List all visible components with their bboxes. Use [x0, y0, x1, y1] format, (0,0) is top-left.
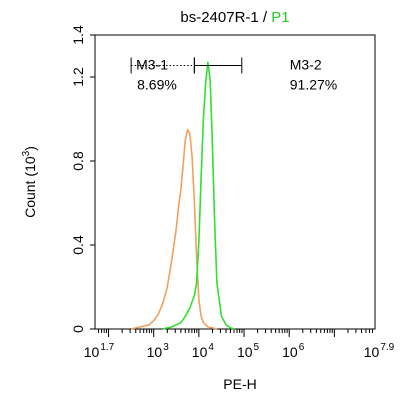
x-tick-base: 10	[364, 344, 380, 360]
x-axis-title: PE-H	[223, 376, 256, 392]
y-tick-label: 0	[70, 325, 86, 333]
x-tick-label: 103	[147, 342, 170, 360]
x-tick-label: 106	[282, 342, 305, 360]
y-ticks: 0 0.4 0.8 1.2 1.4	[70, 25, 95, 333]
series-group	[130, 61, 236, 330]
chart-title-separator: /	[259, 9, 272, 26]
histogram-series-1	[130, 128, 218, 330]
y-tick-label: 0.4	[70, 235, 86, 255]
x-tick-base: 10	[282, 344, 298, 360]
chart-title: bs-2407R-1 / P1	[180, 9, 289, 26]
x-tick-base: 10	[192, 344, 208, 360]
gate-percent-label: 91.27%	[290, 76, 337, 92]
x-tick-label: 104	[192, 342, 215, 360]
x-ticks: 101.7 103 104 105 106 107.9	[84, 329, 395, 360]
x-tick-label: 101.7	[84, 342, 115, 360]
y-axis-unit-suffix: )	[22, 146, 38, 151]
x-tick-base: 10	[147, 344, 163, 360]
x-tick-base: 10	[237, 344, 253, 360]
y-axis-unit-exp: 3	[21, 150, 32, 156]
x-tick-exponent: 5	[254, 342, 260, 353]
gate-percent-label: 8.69%	[137, 76, 177, 92]
x-tick-exponent: 4	[208, 342, 214, 353]
x-tick-label: 107.9	[364, 342, 395, 360]
y-tick-label: 0.8	[70, 151, 86, 171]
gates-group: M3-1 8.69% M3-2 91.27%	[130, 56, 337, 92]
y-axis-unit-prefix: (10	[22, 156, 38, 176]
x-tick-exponent: 1.7	[100, 342, 114, 353]
y-axis-title: Count (103)	[21, 146, 38, 218]
y-axis-title-text: Count	[22, 180, 38, 217]
y-tick-label: 1.4	[70, 25, 86, 45]
chart-title-highlight: P1	[271, 9, 289, 26]
x-tick-label: 105	[237, 342, 260, 360]
histogram-series-2	[162, 61, 236, 330]
x-tick-exponent: 6	[299, 342, 305, 353]
y-tick-label: 1.2	[70, 67, 86, 87]
x-tick-exponent: 3	[163, 342, 169, 353]
x-tick-base: 10	[84, 344, 100, 360]
gate-name-label: M3-2	[290, 56, 322, 72]
gate-name-label: M3-1	[136, 56, 168, 72]
x-tick-exponent: 7.9	[380, 342, 394, 353]
chart-title-prefix: bs-2407R-1	[180, 9, 258, 26]
